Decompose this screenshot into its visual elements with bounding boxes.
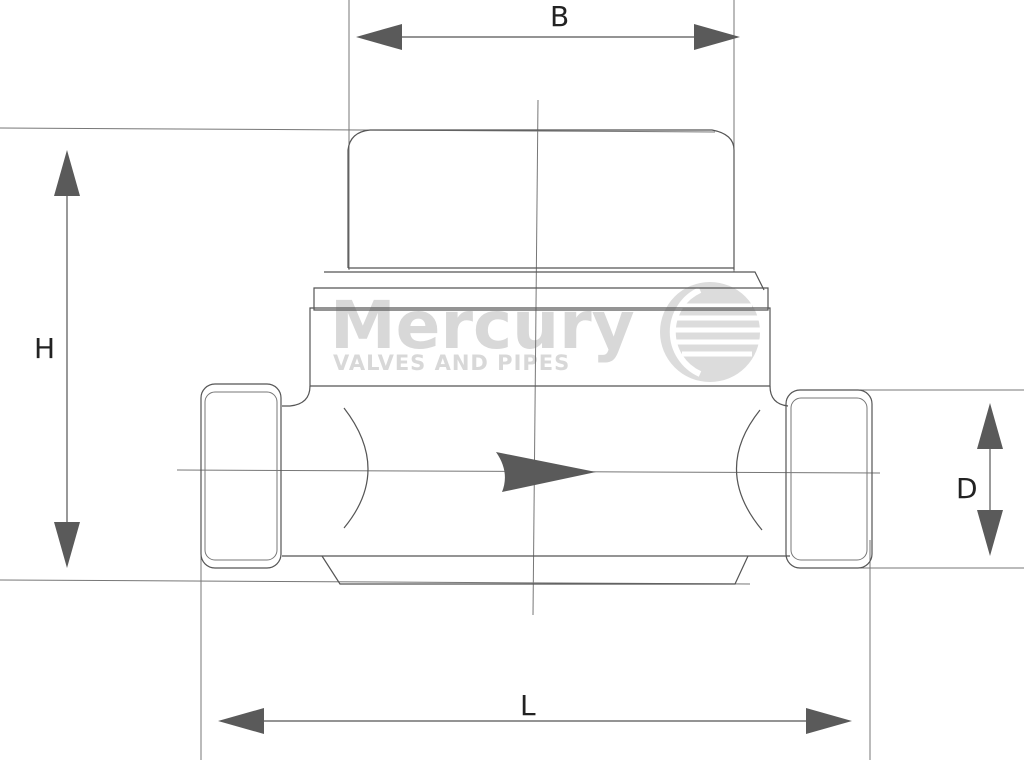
- watermark-tagline: VALVES AND PIPES: [333, 351, 570, 375]
- dimension-h-label: H: [34, 332, 55, 365]
- watermark: Mercury VALVES AND PIPES: [330, 282, 762, 382]
- meter-body: [282, 271, 790, 585]
- dimension-l: L: [218, 689, 852, 734]
- dimension-b: B: [356, 0, 740, 50]
- flow-arrow-icon: [496, 452, 596, 492]
- right-fitting: [785, 389, 873, 569]
- watermark-brand: Mercury: [330, 287, 635, 364]
- dimension-d-label: D: [956, 472, 978, 505]
- dimension-h: H: [34, 150, 80, 568]
- left-fitting: [200, 383, 282, 569]
- dimension-l-label: L: [520, 689, 536, 722]
- meter-cap: [347, 129, 735, 270]
- watermark-logo-icon: [660, 282, 762, 382]
- dimension-b-label: B: [550, 0, 569, 33]
- dimension-d: D: [956, 403, 1003, 556]
